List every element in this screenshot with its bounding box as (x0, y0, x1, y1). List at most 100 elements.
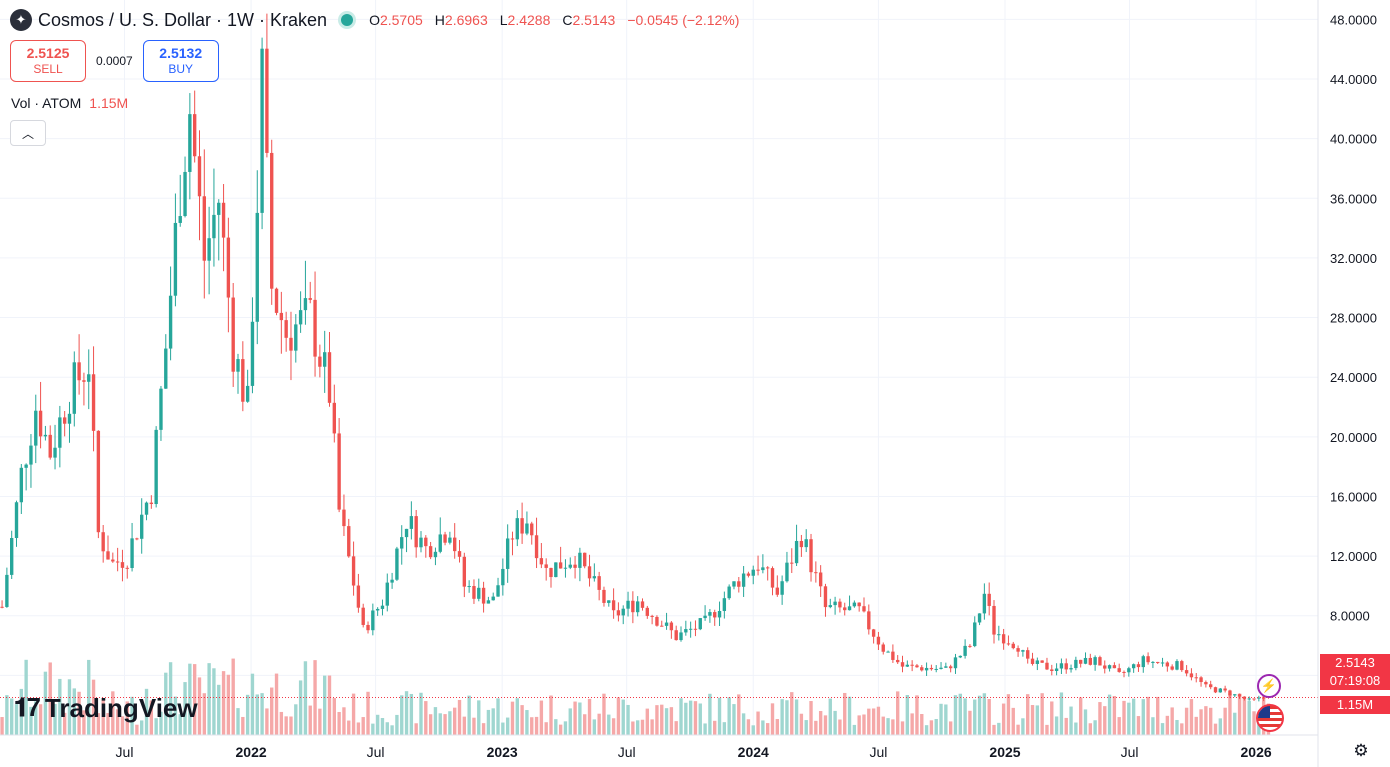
volume-bar (62, 712, 67, 735)
last-price-value: 2.5143 (1335, 655, 1375, 670)
candle-body (688, 628, 693, 630)
volume-bar (929, 720, 934, 735)
time-tick-label: 2024 (738, 744, 769, 760)
volume-bar (544, 722, 548, 735)
volume-bar (424, 701, 428, 735)
candle-body (202, 196, 206, 261)
collapse-legend-button[interactable]: ︿ (10, 120, 46, 146)
price-tick-label: 36.0000 (1330, 191, 1377, 206)
volume-bar (871, 708, 876, 735)
market-status-icon[interactable] (341, 14, 354, 26)
settings-gear-icon[interactable]: ⚙ (1353, 741, 1369, 760)
volume-bar (1016, 724, 1020, 735)
volume-bar (1083, 709, 1088, 735)
candle-body (650, 615, 654, 617)
volume-bar (356, 722, 361, 735)
volume-bar (737, 694, 741, 735)
volume-bar (631, 721, 635, 735)
candle-body (183, 171, 187, 217)
candle-body (939, 667, 943, 669)
volume-bar (332, 698, 337, 735)
candle-body (501, 568, 505, 586)
volume-bar (847, 696, 852, 735)
volume-bar (250, 673, 255, 735)
volume-legend-label: Vol · ATOM (11, 95, 82, 111)
volume-bar (164, 672, 168, 735)
candle-body (120, 562, 125, 568)
candle-body (1006, 643, 1011, 645)
volume-bar (534, 716, 539, 735)
close-value: 2.5143 (572, 12, 616, 28)
volume-bar (1059, 692, 1064, 735)
volume-bar (554, 719, 558, 735)
change-value: −0.0545 (−2.12%) (627, 12, 740, 28)
volume-bar (260, 693, 264, 735)
volume-bar (1011, 707, 1015, 735)
volume-bar (1098, 702, 1102, 735)
candle-body (953, 657, 958, 669)
volume-bar (0, 717, 4, 735)
volume-bar (915, 695, 919, 735)
volume-legend[interactable]: Vol · ATOM 1.15M (11, 95, 128, 111)
volume-bar (684, 702, 688, 735)
candle-body (164, 348, 168, 389)
candle-body (38, 410, 43, 437)
candle-body (1026, 650, 1030, 659)
volume-bar (708, 693, 712, 735)
volume-bar (380, 718, 385, 735)
candle-body (510, 538, 515, 540)
candle-body (1112, 665, 1117, 669)
volume-bar (910, 713, 914, 735)
candle-body (828, 605, 832, 608)
candle-body (1213, 687, 1218, 693)
candle-body (34, 410, 38, 446)
candle-body (660, 625, 664, 627)
candle-body (395, 548, 399, 580)
volume-bar (804, 720, 808, 735)
candle-body (149, 502, 154, 505)
candle-body (1127, 668, 1131, 673)
volume-bar (607, 714, 611, 735)
candle-body (684, 629, 688, 633)
symbol-title[interactable]: Cosmos / U. S. Dollar · 1W · Kraken (38, 9, 328, 30)
candle-body (1021, 650, 1025, 652)
volume-bar (1233, 712, 1237, 735)
sell-button[interactable]: 2.5125 SELL (10, 40, 86, 82)
volume-bar (1064, 717, 1068, 735)
volume-bar (183, 682, 187, 735)
candle-body (168, 295, 173, 349)
volume-bar (433, 707, 438, 735)
candle-body (72, 362, 76, 414)
candle-body (809, 539, 813, 573)
candle-body (140, 514, 144, 539)
candle-body (424, 537, 428, 547)
volume-bar (14, 704, 19, 735)
time-tick-label: Jul (1121, 744, 1139, 760)
candle-body (871, 629, 876, 637)
candle-body (530, 523, 534, 536)
volume-bar (1093, 720, 1097, 735)
volume-bar (77, 691, 81, 735)
candle-body (10, 538, 14, 575)
candle-body (944, 666, 948, 668)
volume-bar (327, 675, 332, 735)
candle-body (987, 593, 991, 606)
time-tick-label: 2026 (1241, 744, 1272, 760)
volume-bar (274, 673, 279, 735)
volume-bar (717, 697, 722, 735)
volume-tag: 1.15M (1320, 696, 1390, 714)
us-flag-icon[interactable] (1256, 704, 1284, 732)
volume-bar (1078, 697, 1083, 735)
candle-body (453, 537, 457, 552)
volume-bar (1165, 715, 1170, 735)
lightning-icon[interactable]: ⚡ (1257, 674, 1281, 698)
volume-bar (660, 704, 664, 735)
time-tick-label: 2025 (989, 744, 1020, 760)
candle-body (14, 502, 19, 539)
candle-body (1194, 677, 1198, 679)
volume-bar (428, 714, 433, 735)
volume-bar (828, 698, 832, 735)
candle-body (534, 535, 539, 559)
buy-button[interactable]: 2.5132 BUY (142, 40, 219, 82)
